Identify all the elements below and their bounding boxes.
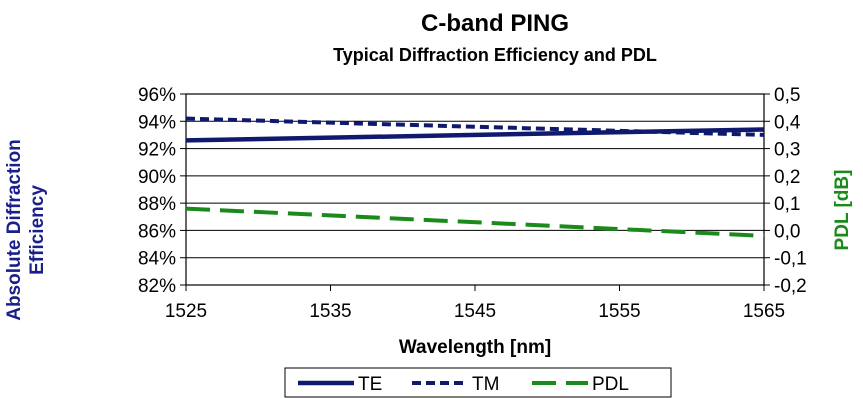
y2-tick-label: -0,1 (774, 249, 807, 270)
y-tick-label: 90% (138, 167, 176, 188)
x-axis-ticks: 1525 1535 1545 1555 1565 (165, 285, 785, 322)
y-axis-label-line-2: Efficiency (27, 185, 48, 275)
y-tick-label: 88% (138, 194, 176, 215)
x-tick-label: 1545 (454, 301, 496, 322)
x-tick-label: 1565 (743, 301, 785, 322)
legend-label-pdl: PDL (592, 374, 629, 395)
y2-tick-label: 0,3 (774, 140, 800, 161)
y2-axis-label: PDL [dB] (832, 170, 853, 251)
x-tick-label: 1555 (598, 301, 640, 322)
series-pdl-line (185, 206, 765, 238)
y-axis-ticks: 96% 94% 92% 90% 88% 86% 84% 82% (138, 85, 186, 297)
legend-label-te: TE (358, 374, 382, 395)
y-tick-label: 82% (138, 276, 176, 297)
legend-label-tm: TM (472, 374, 499, 395)
series-tm-line (185, 116, 765, 137)
y2-tick-label: 0,5 (774, 85, 800, 106)
y-tick-label: 92% (138, 140, 176, 161)
y2-axis-ticks: 0,5 0,4 0,3 0,2 0,1 0,0 -0,1 -0,2 (764, 85, 807, 297)
y-tick-label: 94% (138, 112, 176, 133)
chart-title: C-band PING (421, 10, 569, 37)
chart-subtitle: Typical Diffraction Efficiency and PDL (333, 45, 657, 65)
x-axis-label: Wavelength [nm] (399, 337, 551, 358)
series-lines (185, 116, 765, 238)
y-tick-label: 84% (138, 249, 176, 270)
legend: TE TM PDL (284, 367, 672, 398)
y-axis-label-line-1: Absolute Diffraction (4, 139, 25, 321)
y-tick-label: 96% (138, 85, 176, 106)
y-axis-label: Absolute Diffraction Efficiency (4, 139, 48, 321)
grid-lines (186, 93, 764, 286)
y2-tick-label: 0,1 (774, 194, 800, 215)
y-tick-label: 86% (138, 221, 176, 242)
x-tick-label: 1535 (309, 301, 351, 322)
y2-tick-label: -0,2 (774, 276, 807, 297)
x-tick-label: 1525 (165, 301, 207, 322)
y2-tick-label: 0,4 (774, 112, 801, 133)
y2-tick-label: 0,0 (774, 221, 800, 242)
y2-tick-label: 0,2 (774, 167, 800, 188)
